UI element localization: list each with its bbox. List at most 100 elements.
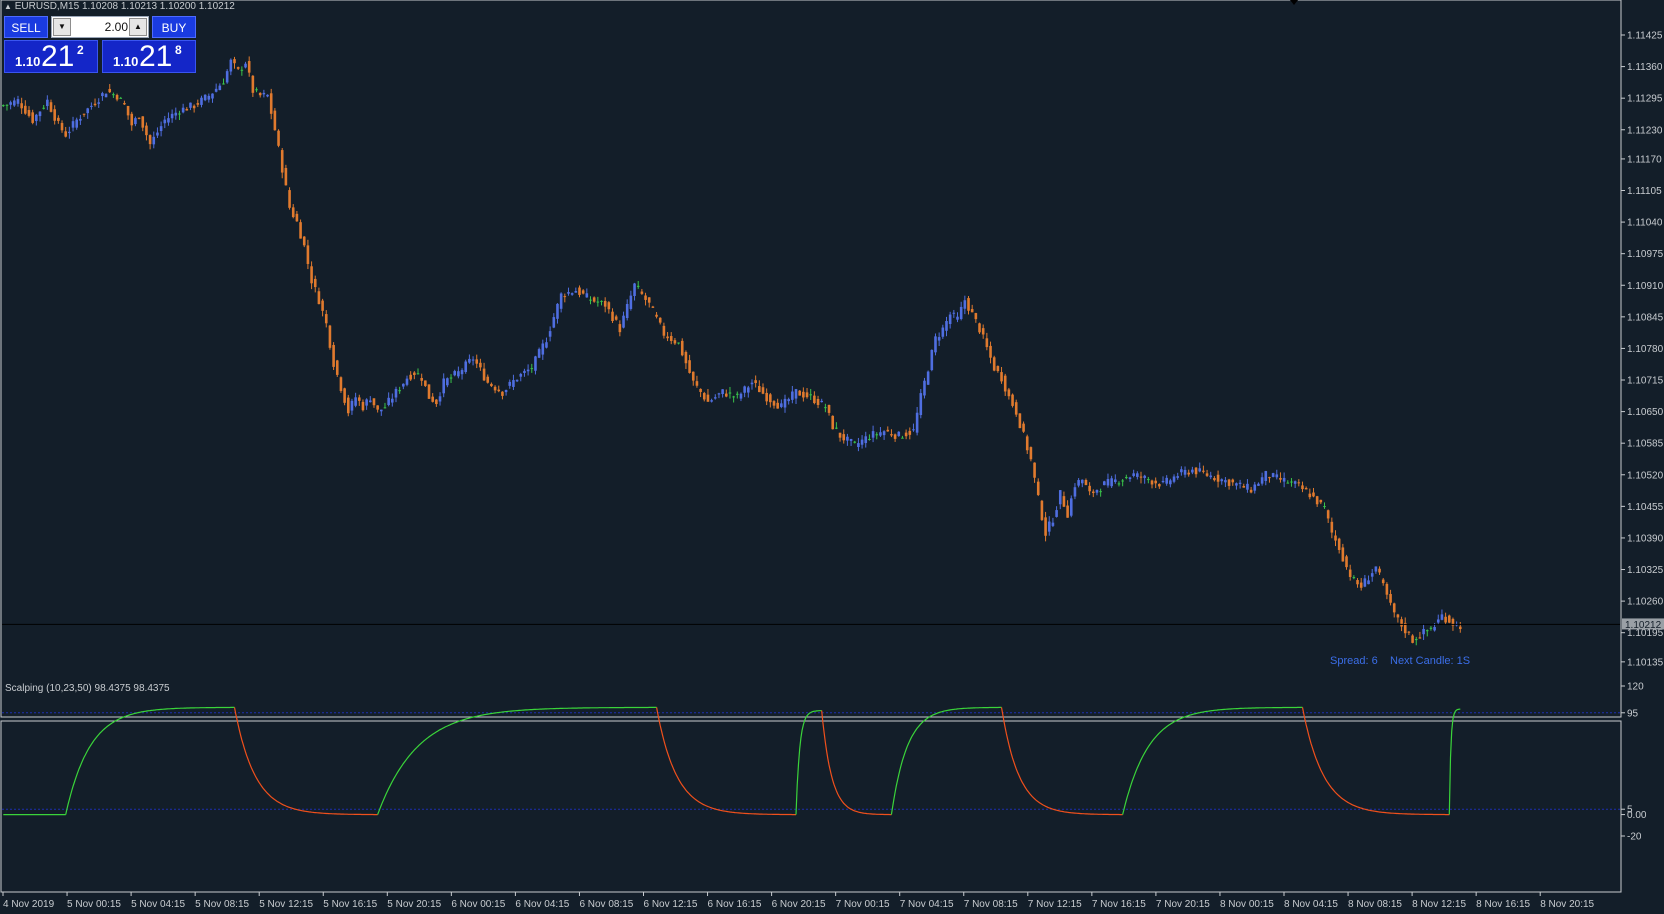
candle-body [1088, 485, 1091, 492]
sell-button[interactable]: SELL [4, 16, 48, 38]
candle-body [567, 292, 570, 294]
candle-body [416, 373, 420, 375]
candle-body [306, 245, 310, 264]
candle-body [702, 393, 706, 400]
candle-body [644, 295, 647, 300]
candle-body [1169, 480, 1172, 485]
oscillator-axis: 120 95 50.00 -20 [1621, 682, 1647, 843]
candle-body [658, 317, 662, 323]
candle-body [1396, 614, 1400, 618]
candle-body [497, 389, 501, 392]
candle-body [956, 316, 959, 320]
candle-body [747, 387, 750, 393]
oscillator-line [656, 707, 796, 816]
candle-body [846, 436, 849, 441]
candle-body [479, 362, 482, 368]
candle-body [435, 399, 438, 405]
candle-body [805, 392, 809, 398]
candle-body [1308, 493, 1312, 498]
candle-body [372, 398, 376, 406]
candle-body [383, 407, 387, 409]
candle-body [1348, 569, 1352, 577]
candle-body [978, 323, 981, 333]
candle-body [75, 119, 78, 128]
candle-body [1242, 485, 1246, 488]
candle-body [453, 371, 457, 376]
candle-body [1334, 535, 1337, 541]
candle-body [1121, 480, 1124, 482]
candle-body [82, 113, 86, 115]
candle-body [387, 397, 390, 405]
candle-body [1257, 483, 1260, 486]
candle-body [380, 409, 383, 412]
current-price-tag-text: 1.10212 [1625, 620, 1662, 631]
candle-body [1117, 483, 1121, 485]
candle-body [365, 399, 368, 406]
candle-body [633, 283, 636, 296]
time-tick-label: 6 Nov 04:15 [515, 899, 569, 910]
candle-body [1304, 488, 1308, 490]
candle-body [1359, 582, 1363, 588]
candle-body [442, 378, 445, 394]
lot-input[interactable] [74, 18, 130, 36]
time-tick-label: 5 Nov 08:15 [195, 899, 249, 910]
buy-price-quote[interactable]: 1.10 21 8 [102, 40, 196, 73]
candle-body [713, 397, 717, 399]
candle-body [838, 432, 842, 438]
candle-body [211, 93, 214, 99]
candle-body [849, 438, 853, 441]
lot-decrease-button[interactable]: ▼ [53, 18, 71, 36]
candle-body [886, 429, 890, 432]
candle-body [156, 132, 159, 136]
candle-body [673, 340, 677, 344]
candle-body [115, 94, 119, 100]
candle-body [1447, 615, 1451, 623]
candle-body [1180, 469, 1183, 473]
time-axis: 4 Nov 2019 5 Nov 00:15 5 Nov 04:15 5 Nov 08… [2, 892, 1595, 910]
price-panel[interactable] [0, 0, 1622, 718]
candle-body [677, 342, 680, 344]
candle-body [490, 383, 493, 387]
buy-button[interactable]: BUY [152, 16, 196, 38]
indicator-panel[interactable] [0, 720, 1622, 893]
candle-body [64, 131, 67, 137]
candle-body [214, 88, 218, 92]
candle-body [1275, 474, 1279, 478]
candle-body [596, 301, 600, 303]
osc-tick-label: 95 [1627, 708, 1639, 719]
candle-body [695, 381, 699, 386]
candle-body [589, 299, 592, 301]
current-price-tag [1622, 618, 1664, 630]
candle-body [1147, 479, 1150, 481]
candle-body [501, 391, 504, 396]
candle-body [1429, 627, 1433, 629]
collapse-triangle-icon[interactable]: ▲ [4, 2, 12, 11]
candle-body [959, 306, 963, 320]
candle-body [1110, 478, 1113, 487]
sell-price-quote[interactable]: 1.10 21 2 [4, 40, 98, 73]
candle-body [1433, 627, 1436, 631]
candle-body [233, 59, 236, 64]
candle-body [897, 431, 901, 436]
candle-body [1158, 484, 1161, 487]
time-tick-label: 7 Nov 00:15 [836, 899, 890, 910]
price-tick-label: 1.11425 [1627, 31, 1663, 42]
candle-body [1051, 522, 1055, 526]
candle-body [1150, 480, 1154, 485]
candle-body [772, 401, 776, 406]
candle-body [1246, 483, 1249, 490]
candle-body [1290, 481, 1293, 483]
candle-body [592, 297, 596, 302]
candle-body [405, 378, 409, 385]
candle-body [537, 349, 541, 358]
candle-body [200, 97, 203, 105]
candle-body [963, 300, 967, 309]
lot-increase-button[interactable]: ▲ [129, 18, 147, 36]
candle-body [967, 298, 970, 311]
candle-body [809, 394, 812, 396]
time-tick-label: 5 Nov 20:15 [387, 899, 441, 910]
candle-body [324, 314, 328, 324]
one-click-trading-panel: SELL ▼ ▲ BUY 1.10 21 2 1.10 21 8 [4, 16, 196, 73]
time-tick-label: 4 Nov 2019 [3, 899, 55, 910]
